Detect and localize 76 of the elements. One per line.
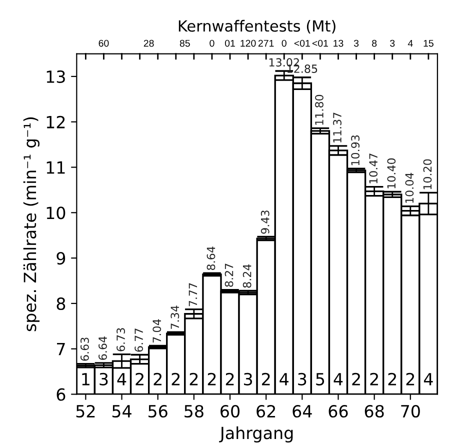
annotation: 4	[117, 373, 126, 386]
text: 01	[224, 40, 235, 47]
text: 85	[180, 40, 190, 47]
x-tick-label: 60	[220, 404, 240, 418]
annotation: 4	[334, 373, 343, 386]
annotation: 2	[406, 372, 414, 386]
y-tick-label: 8	[56, 297, 66, 310]
x-tick-label: 56	[148, 404, 168, 418]
annotation: 1 3	[82, 372, 108, 386]
data-label: 9.43	[260, 210, 270, 234]
data-label: 6.64	[98, 336, 107, 360]
text: 4	[408, 40, 413, 47]
text: 0	[282, 40, 286, 47]
data-label: 10.40	[387, 158, 396, 188]
x2-axis-title: Kernwaffentests (Mt)	[178, 20, 336, 34]
data-label: 10.04	[405, 172, 414, 203]
text: 15	[424, 40, 434, 47]
x-tick-label: 64	[292, 404, 312, 418]
x-tick-label: 68	[364, 404, 384, 418]
text: 13	[334, 40, 344, 47]
x-tick-label: 70	[401, 404, 420, 418]
data-label: 6.63	[80, 338, 89, 361]
x-tick-label: 58	[184, 404, 204, 418]
y-tick-label: 12	[46, 116, 65, 128]
annotation: 2	[370, 372, 378, 386]
data-label: 12.85	[287, 64, 318, 73]
annotation: 3	[244, 372, 252, 386]
annotation: 2	[226, 372, 234, 386]
annotation: 2	[154, 372, 162, 386]
data-label: 10.47	[369, 154, 378, 184]
annotation: 2	[136, 372, 144, 386]
text: 0	[210, 40, 214, 47]
text: 60	[98, 40, 109, 47]
y-tick-label: 13	[46, 70, 65, 84]
annotation: 2	[208, 372, 216, 386]
y-tick-label: 6	[56, 388, 66, 401]
annotation: 4	[424, 373, 433, 386]
text: 3	[354, 40, 359, 47]
annotation: 2	[352, 372, 360, 386]
y-tick-label: 7	[57, 343, 65, 356]
annotation: 3	[298, 372, 306, 386]
annotation: 2	[388, 372, 396, 386]
x-axis-title: Jahrgang	[219, 426, 293, 442]
data-label: 10.20	[423, 159, 432, 190]
data-label: 6.73	[116, 328, 125, 352]
x-tick-label: 54	[112, 405, 132, 418]
data-label: 10.93	[351, 135, 360, 166]
data-label: 6.77	[134, 328, 144, 352]
text: 120	[240, 40, 256, 47]
x-tick-label: 52	[76, 404, 95, 418]
data-label: 11.37	[333, 112, 342, 142]
x-tick-label: 62	[256, 404, 276, 418]
data-label: 7.34	[170, 306, 180, 329]
data-label: 13.02	[269, 58, 299, 67]
data-label: 8.24	[242, 264, 252, 288]
annotation: 5	[316, 373, 324, 386]
annotation: 4	[280, 373, 288, 386]
text: 8	[372, 40, 377, 47]
data-label: 7.04	[152, 319, 162, 342]
data-label: 11.80	[315, 94, 324, 125]
data-label: 8.64	[206, 246, 216, 270]
data-label: 7.77	[188, 283, 197, 306]
annotation: 2	[190, 372, 198, 386]
text: 3	[390, 40, 395, 47]
text: 28	[144, 40, 154, 47]
y-tick-label: 10	[46, 206, 66, 220]
y-tick-label: 9	[56, 252, 66, 265]
text: <01	[294, 40, 310, 47]
text: 271	[258, 40, 274, 47]
y-tick-label: 11	[46, 161, 65, 174]
text: <01	[312, 40, 328, 47]
y-axis-title: spez. Zählrate (min⁻¹ g⁻¹)	[23, 117, 40, 332]
annotation: 2	[262, 372, 270, 386]
x-tick-label: 66	[328, 404, 348, 418]
annotation: 2	[172, 372, 180, 386]
data-label: 8.27	[224, 264, 234, 287]
